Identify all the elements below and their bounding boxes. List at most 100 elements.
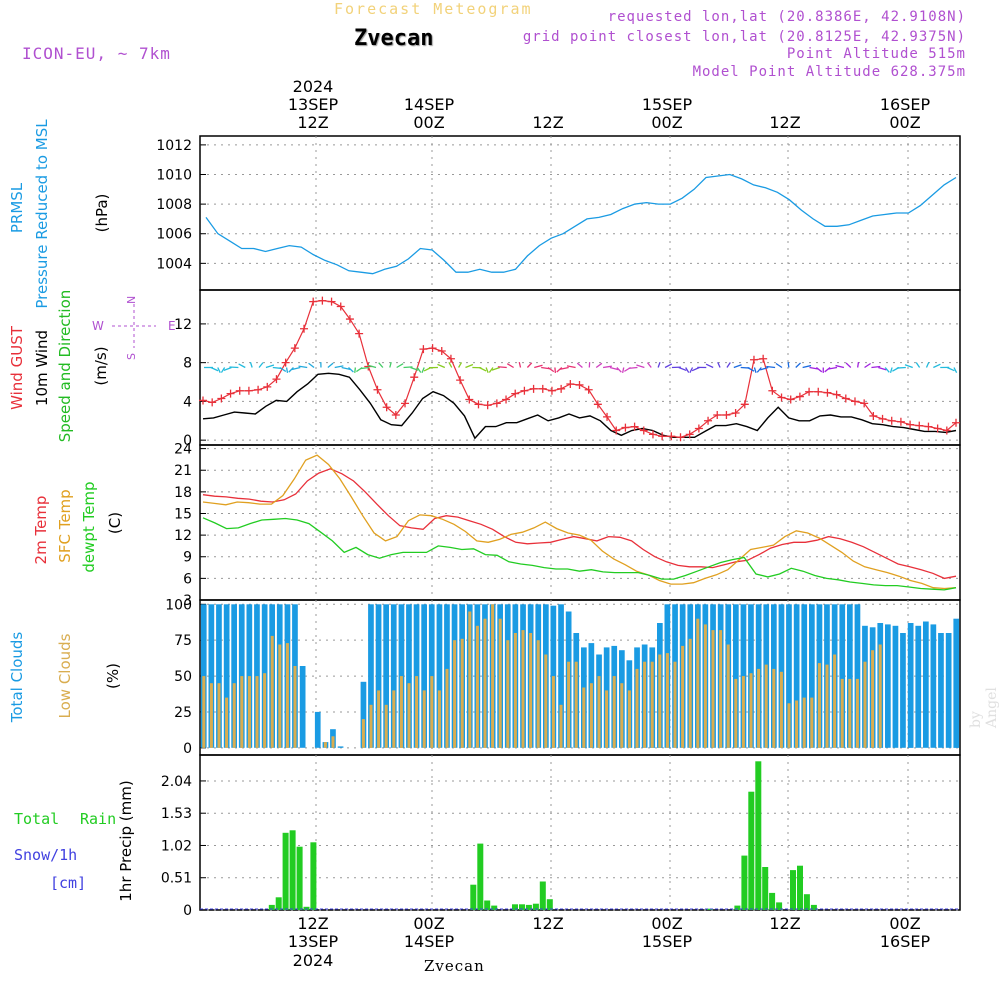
low-cloud-bar xyxy=(567,661,571,748)
wind-gust-marker xyxy=(199,396,207,405)
low-cloud-bar xyxy=(597,676,601,748)
precip-bar xyxy=(762,867,769,910)
wind-direction-arrow xyxy=(835,364,845,369)
wind-direction-arrow xyxy=(238,363,246,369)
top-time-label-hour: 12Z xyxy=(769,113,800,132)
low-cloud-bar xyxy=(209,683,213,748)
low-cloud-bar xyxy=(620,683,624,748)
precip-bar xyxy=(790,870,796,910)
wind-unit: (m/s) xyxy=(92,346,110,385)
wind-gust-marker xyxy=(915,421,924,430)
total-cloud-bar xyxy=(809,604,815,748)
temperature-ytick-label: 24 xyxy=(174,442,192,458)
clouds-unit: (%) xyxy=(104,663,122,689)
wind-gust-marker xyxy=(272,375,281,384)
clouds-ytick-label: 75 xyxy=(174,633,192,649)
wind-gust-marker xyxy=(759,354,768,363)
wind-direction-arrow xyxy=(491,366,501,371)
wind-direction-arrow xyxy=(602,365,612,369)
top-time-label-date: 15SEP xyxy=(642,95,693,114)
top-time-label-hour: 12Z xyxy=(297,113,328,132)
total-cloud-bar xyxy=(786,604,792,748)
wind-gust-marker xyxy=(648,430,657,439)
low-cloud-bar xyxy=(232,683,236,748)
total-cloud-bar xyxy=(740,604,747,748)
wind-direction-arrow xyxy=(664,363,673,369)
precip-bar xyxy=(282,832,289,910)
temperature-frame xyxy=(199,444,961,601)
wind-gust-marker xyxy=(658,432,667,441)
low-cloud-bar xyxy=(855,678,859,748)
low-cloud-bar xyxy=(635,668,639,748)
top-time-label-hour: 00Z xyxy=(889,113,920,132)
compass-west-icon: W xyxy=(92,319,104,333)
precip-ytick-label: 1.02 xyxy=(161,838,192,854)
low-cloud-bar xyxy=(840,678,844,748)
total-cloud-bar xyxy=(854,604,861,748)
wind-direction-arrow xyxy=(396,363,404,369)
temperature-ytick-label: 3 xyxy=(183,593,192,609)
temp-line-sfc xyxy=(202,454,957,590)
temperature-ytick-label: 18 xyxy=(174,485,192,501)
precip-bar xyxy=(477,843,484,910)
pressure-line xyxy=(205,173,957,275)
clouds-ytick-label: 50 xyxy=(174,669,192,685)
low-cloud-bar xyxy=(323,742,327,748)
wind-direction-arrow xyxy=(925,362,930,368)
temperature-ytick-label: 12 xyxy=(174,528,192,544)
low-cloud-bar xyxy=(422,690,426,748)
wind-gust-marker xyxy=(208,398,217,407)
temp-label-dewpt: dewpt Temp xyxy=(80,481,98,572)
precip-bar xyxy=(748,791,755,910)
low-cloud-bar xyxy=(681,645,685,748)
wind-direction-arrow xyxy=(560,366,569,370)
precip-bar xyxy=(546,899,553,910)
wind-direction-arrow xyxy=(378,362,384,368)
wind-direction-arrow xyxy=(534,364,543,369)
wind-direction-arrow xyxy=(279,366,287,372)
wind-direction-arrow xyxy=(485,367,489,373)
pressure-ytick-label: 1012 xyxy=(156,138,192,154)
wind-ytick-label: 12 xyxy=(174,317,192,333)
low-cloud-bar xyxy=(696,618,700,748)
wind-gust-marker xyxy=(786,395,795,404)
low-cloud-bar xyxy=(643,661,647,748)
precip-bar xyxy=(755,761,762,910)
low-cloud-bar xyxy=(703,624,707,748)
top-time-label-year: 2024 xyxy=(293,77,334,96)
total-cloud-bar xyxy=(390,604,397,748)
wind-direction-arrow xyxy=(685,367,690,373)
precip-unit-label: 1hr Precip (mm) xyxy=(117,780,135,901)
wind-gust-marker xyxy=(474,400,483,409)
pressure-ytick-label: 1004 xyxy=(156,256,192,272)
wind-label-speed-direction: Speed and Direction xyxy=(56,290,74,443)
wind-gust-marker xyxy=(492,399,501,408)
low-cloud-bar xyxy=(878,644,882,748)
wind-direction-arrow xyxy=(288,367,294,373)
precip-ytick-label: 1.53 xyxy=(161,806,192,822)
total-cloud-bar xyxy=(733,604,739,748)
wind-direction-arrow xyxy=(815,366,823,373)
low-cloud-bar xyxy=(749,673,753,748)
precip-bar xyxy=(706,908,713,910)
wind-direction-arrow xyxy=(726,362,731,368)
wind-gust-marker xyxy=(841,394,850,403)
wind-gust-marker xyxy=(226,389,235,398)
precip-bar xyxy=(289,830,296,910)
bottom-time-label-hour: 12Z xyxy=(532,914,563,933)
wind-gust-marker xyxy=(869,411,878,420)
wind-gust-marker xyxy=(685,430,694,439)
precip-bar xyxy=(769,892,776,910)
wind-gust-marker xyxy=(805,387,814,396)
low-cloud-bar xyxy=(719,630,723,748)
total-cloud-bar xyxy=(801,604,808,748)
low-cloud-bar xyxy=(460,638,464,748)
wind-direction-arrow xyxy=(327,362,334,369)
low-cloud-bar xyxy=(779,671,783,748)
total-cloud-bar xyxy=(793,604,800,748)
wind-gust-marker xyxy=(832,390,841,399)
total-cloud-bar xyxy=(953,618,960,748)
low-cloud-bar xyxy=(255,676,259,748)
wind-direction-arrow xyxy=(646,362,652,368)
